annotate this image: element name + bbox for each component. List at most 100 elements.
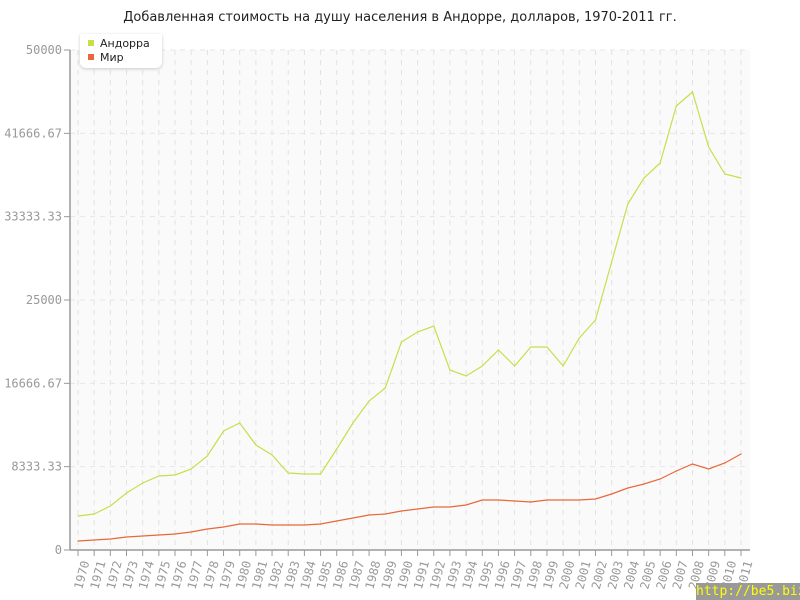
legend: Андорра Мир [80,34,162,68]
data-point [142,482,144,484]
data-point [400,341,403,343]
data-point [562,365,564,367]
y-tick-label: 33333.33 [4,210,62,224]
data-point [433,325,435,327]
data-point [368,514,370,516]
data-point [239,422,241,424]
data-point [174,533,176,535]
data-point [530,501,532,503]
data-point [125,536,128,538]
y-tick-label: 50000 [26,43,62,57]
data-point [255,523,257,525]
data-point [433,506,435,508]
legend-item-andorra[interactable]: Андорра [88,37,150,51]
data-point [514,500,516,502]
data-point [691,91,694,93]
data-point [287,472,289,474]
data-point [174,474,176,476]
data-point [368,400,370,402]
data-point [530,346,532,348]
data-point [481,499,483,501]
data-point [449,506,451,508]
data-point [271,524,273,526]
data-point [546,499,548,501]
data-point [659,478,661,480]
data-point [190,531,192,533]
data-point [627,487,629,489]
data-point [352,517,354,519]
y-tick-label: 0 [55,543,62,557]
data-point [206,528,208,530]
data-point [93,513,95,515]
data-point [578,337,580,339]
data-point [627,203,629,205]
data-point [319,523,322,525]
data-point [497,499,500,501]
data-point [481,365,483,367]
data-point [319,473,322,475]
data-point [400,510,403,512]
data-point [416,331,419,333]
y-tick-label: 8333.33 [11,460,62,474]
data-point [158,475,160,477]
data-point [740,453,742,455]
legend-label: Мир [100,51,124,64]
data-point [578,499,580,501]
data-point [611,493,613,495]
data-point [287,524,289,526]
data-point [206,455,208,457]
y-tick-label: 41666.67 [4,126,62,140]
data-point [142,535,144,537]
data-point [239,523,241,525]
data-point [740,177,742,179]
data-point [190,468,192,470]
data-point [336,448,338,450]
data-point [109,505,111,507]
data-point [222,430,225,432]
data-point [384,387,386,389]
data-point [708,468,710,470]
data-point [271,454,273,456]
data-point [416,508,419,510]
legend-item-world[interactable]: Мир [88,51,124,65]
data-point [93,539,95,541]
data-point [691,463,694,465]
data-point [675,105,677,107]
data-point [643,483,645,485]
data-point [125,492,128,494]
data-point [659,162,661,164]
y-tick-label: 25000 [26,293,62,307]
data-point [562,499,564,501]
data-point [546,346,548,348]
series-line-andorra [77,90,742,517]
data-point [465,504,467,506]
chart-title: Добавленная стоимость на душу населения … [123,10,677,25]
data-point [449,369,451,371]
data-point [109,538,111,540]
data-point [724,173,726,175]
data-point [465,375,467,377]
data-point [77,540,79,542]
y-tick-label: 16666.67 [4,376,62,390]
legend-swatch [88,54,94,60]
data-point [675,470,677,472]
data-point [594,319,597,321]
data-point [303,473,305,475]
data-point [336,520,338,522]
data-point [514,365,516,367]
data-point [303,524,305,526]
watermark[interactable]: http://be5.biz/ [696,583,800,600]
data-point [611,261,613,263]
data-point [222,526,225,528]
data-point [724,462,726,464]
data-point [158,534,160,536]
data-point [594,498,597,500]
data-point [497,349,500,351]
data-point [643,177,645,179]
series-line-world [77,453,742,542]
data-point [384,513,386,515]
data-point [708,146,710,148]
data-point [77,515,79,517]
legend-label: Андорра [100,37,150,50]
